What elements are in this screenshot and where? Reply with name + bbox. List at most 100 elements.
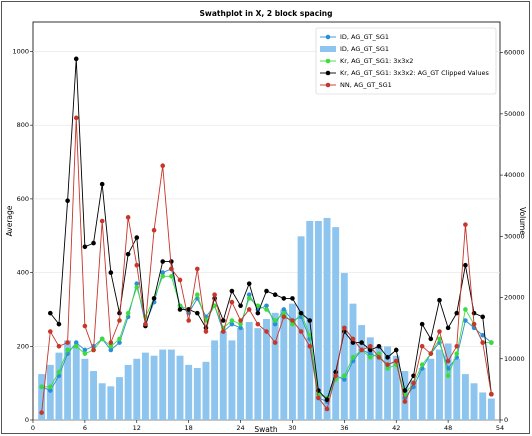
- point: [445, 358, 451, 364]
- legend-label: ID, AG_GT_SG1: [340, 33, 389, 41]
- point: [281, 310, 287, 316]
- point: [117, 336, 122, 342]
- point: [385, 355, 390, 360]
- point: [65, 198, 70, 204]
- point: [454, 343, 460, 349]
- point: [342, 377, 347, 382]
- point: [108, 343, 114, 349]
- point: [445, 373, 451, 379]
- point: [246, 292, 252, 298]
- point: [359, 347, 364, 353]
- point: [143, 321, 148, 327]
- point: [376, 355, 382, 360]
- y-tick-label: 200: [17, 342, 29, 350]
- point: [151, 227, 157, 233]
- point: [342, 325, 347, 331]
- point: [212, 292, 217, 298]
- bar: [90, 371, 97, 420]
- bar: [453, 358, 461, 420]
- point: [177, 277, 183, 283]
- bar: [124, 364, 132, 420]
- bar: [202, 361, 210, 420]
- point: [324, 406, 330, 412]
- bar: [461, 374, 469, 420]
- point: [108, 340, 114, 345]
- bar: [193, 367, 201, 420]
- point: [480, 340, 486, 345]
- point: [151, 296, 157, 301]
- y2-tick-label: 10000: [504, 355, 525, 363]
- point: [99, 181, 105, 187]
- point: [229, 321, 235, 327]
- point: [203, 329, 209, 334]
- point: [350, 336, 356, 342]
- y2-tick-label: 50000: [504, 110, 525, 118]
- y2-tick-label: 30000: [504, 232, 525, 240]
- point: [480, 332, 486, 338]
- point: [134, 235, 140, 240]
- bar: [297, 236, 305, 420]
- point: [238, 318, 243, 323]
- point: [272, 340, 278, 345]
- point: [333, 373, 338, 379]
- point: [281, 314, 287, 320]
- point: [47, 329, 53, 334]
- point: [99, 218, 105, 224]
- point: [402, 399, 408, 404]
- point: [264, 288, 269, 294]
- point: [342, 373, 347, 379]
- point: [220, 318, 226, 323]
- legend-label: ID, AG_GT_SG1: [340, 45, 389, 53]
- point: [367, 355, 373, 360]
- point: [298, 310, 304, 316]
- bar: [167, 349, 175, 420]
- point: [437, 297, 442, 303]
- point: [454, 351, 460, 356]
- point: [220, 329, 226, 334]
- point: [238, 325, 243, 331]
- y2-tick-label: 60000: [504, 49, 525, 57]
- point: [91, 240, 96, 246]
- point: [73, 340, 79, 345]
- y-tick-label: 0: [25, 416, 29, 424]
- x-tick-label: 48: [444, 424, 452, 432]
- x-tick-label: 30: [288, 424, 296, 432]
- bar: [487, 398, 495, 420]
- point: [307, 343, 313, 349]
- bar: [436, 349, 443, 420]
- bar: [228, 340, 236, 420]
- point: [489, 340, 494, 345]
- bar: [185, 364, 193, 420]
- bar: [366, 337, 374, 420]
- x-tick-label: 42: [392, 424, 400, 432]
- point: [367, 343, 373, 349]
- legend-label: Kr, AG_GT_SG1: 3x3x2: [340, 57, 413, 65]
- legend: [315, 27, 497, 95]
- point: [65, 347, 70, 353]
- bar: [159, 349, 167, 420]
- bar: [98, 383, 106, 420]
- point: [419, 321, 425, 327]
- bar: [133, 358, 141, 420]
- point: [290, 321, 295, 327]
- bar: [64, 340, 72, 420]
- point: [272, 321, 278, 327]
- bar: [375, 346, 383, 420]
- point: [281, 296, 287, 301]
- y-axis-label: Average: [5, 205, 14, 236]
- point: [186, 318, 191, 323]
- point: [367, 347, 373, 353]
- legend-label: NN, AG_GT_SG1: [340, 81, 392, 89]
- point: [463, 262, 468, 268]
- point: [359, 340, 364, 345]
- point: [290, 296, 295, 301]
- y2-tick-label: 40000: [504, 171, 525, 179]
- point: [264, 307, 269, 312]
- bar: [288, 303, 296, 420]
- bar: [358, 325, 366, 420]
- point: [229, 288, 235, 294]
- point: [39, 384, 44, 390]
- bar: [107, 386, 115, 420]
- point: [281, 307, 287, 312]
